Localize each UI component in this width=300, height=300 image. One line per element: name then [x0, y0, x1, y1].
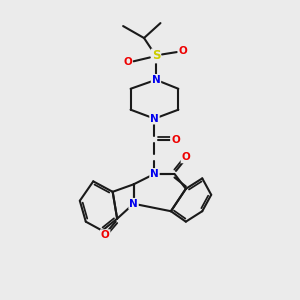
- Text: O: O: [101, 230, 110, 240]
- Text: O: O: [182, 152, 190, 163]
- Text: N: N: [152, 75, 160, 85]
- Text: O: O: [171, 134, 180, 145]
- Text: N: N: [129, 199, 138, 209]
- Text: O: O: [123, 57, 132, 67]
- Text: S: S: [152, 50, 160, 62]
- Text: O: O: [178, 46, 187, 56]
- Text: N: N: [150, 169, 159, 179]
- Text: N: N: [150, 114, 159, 124]
